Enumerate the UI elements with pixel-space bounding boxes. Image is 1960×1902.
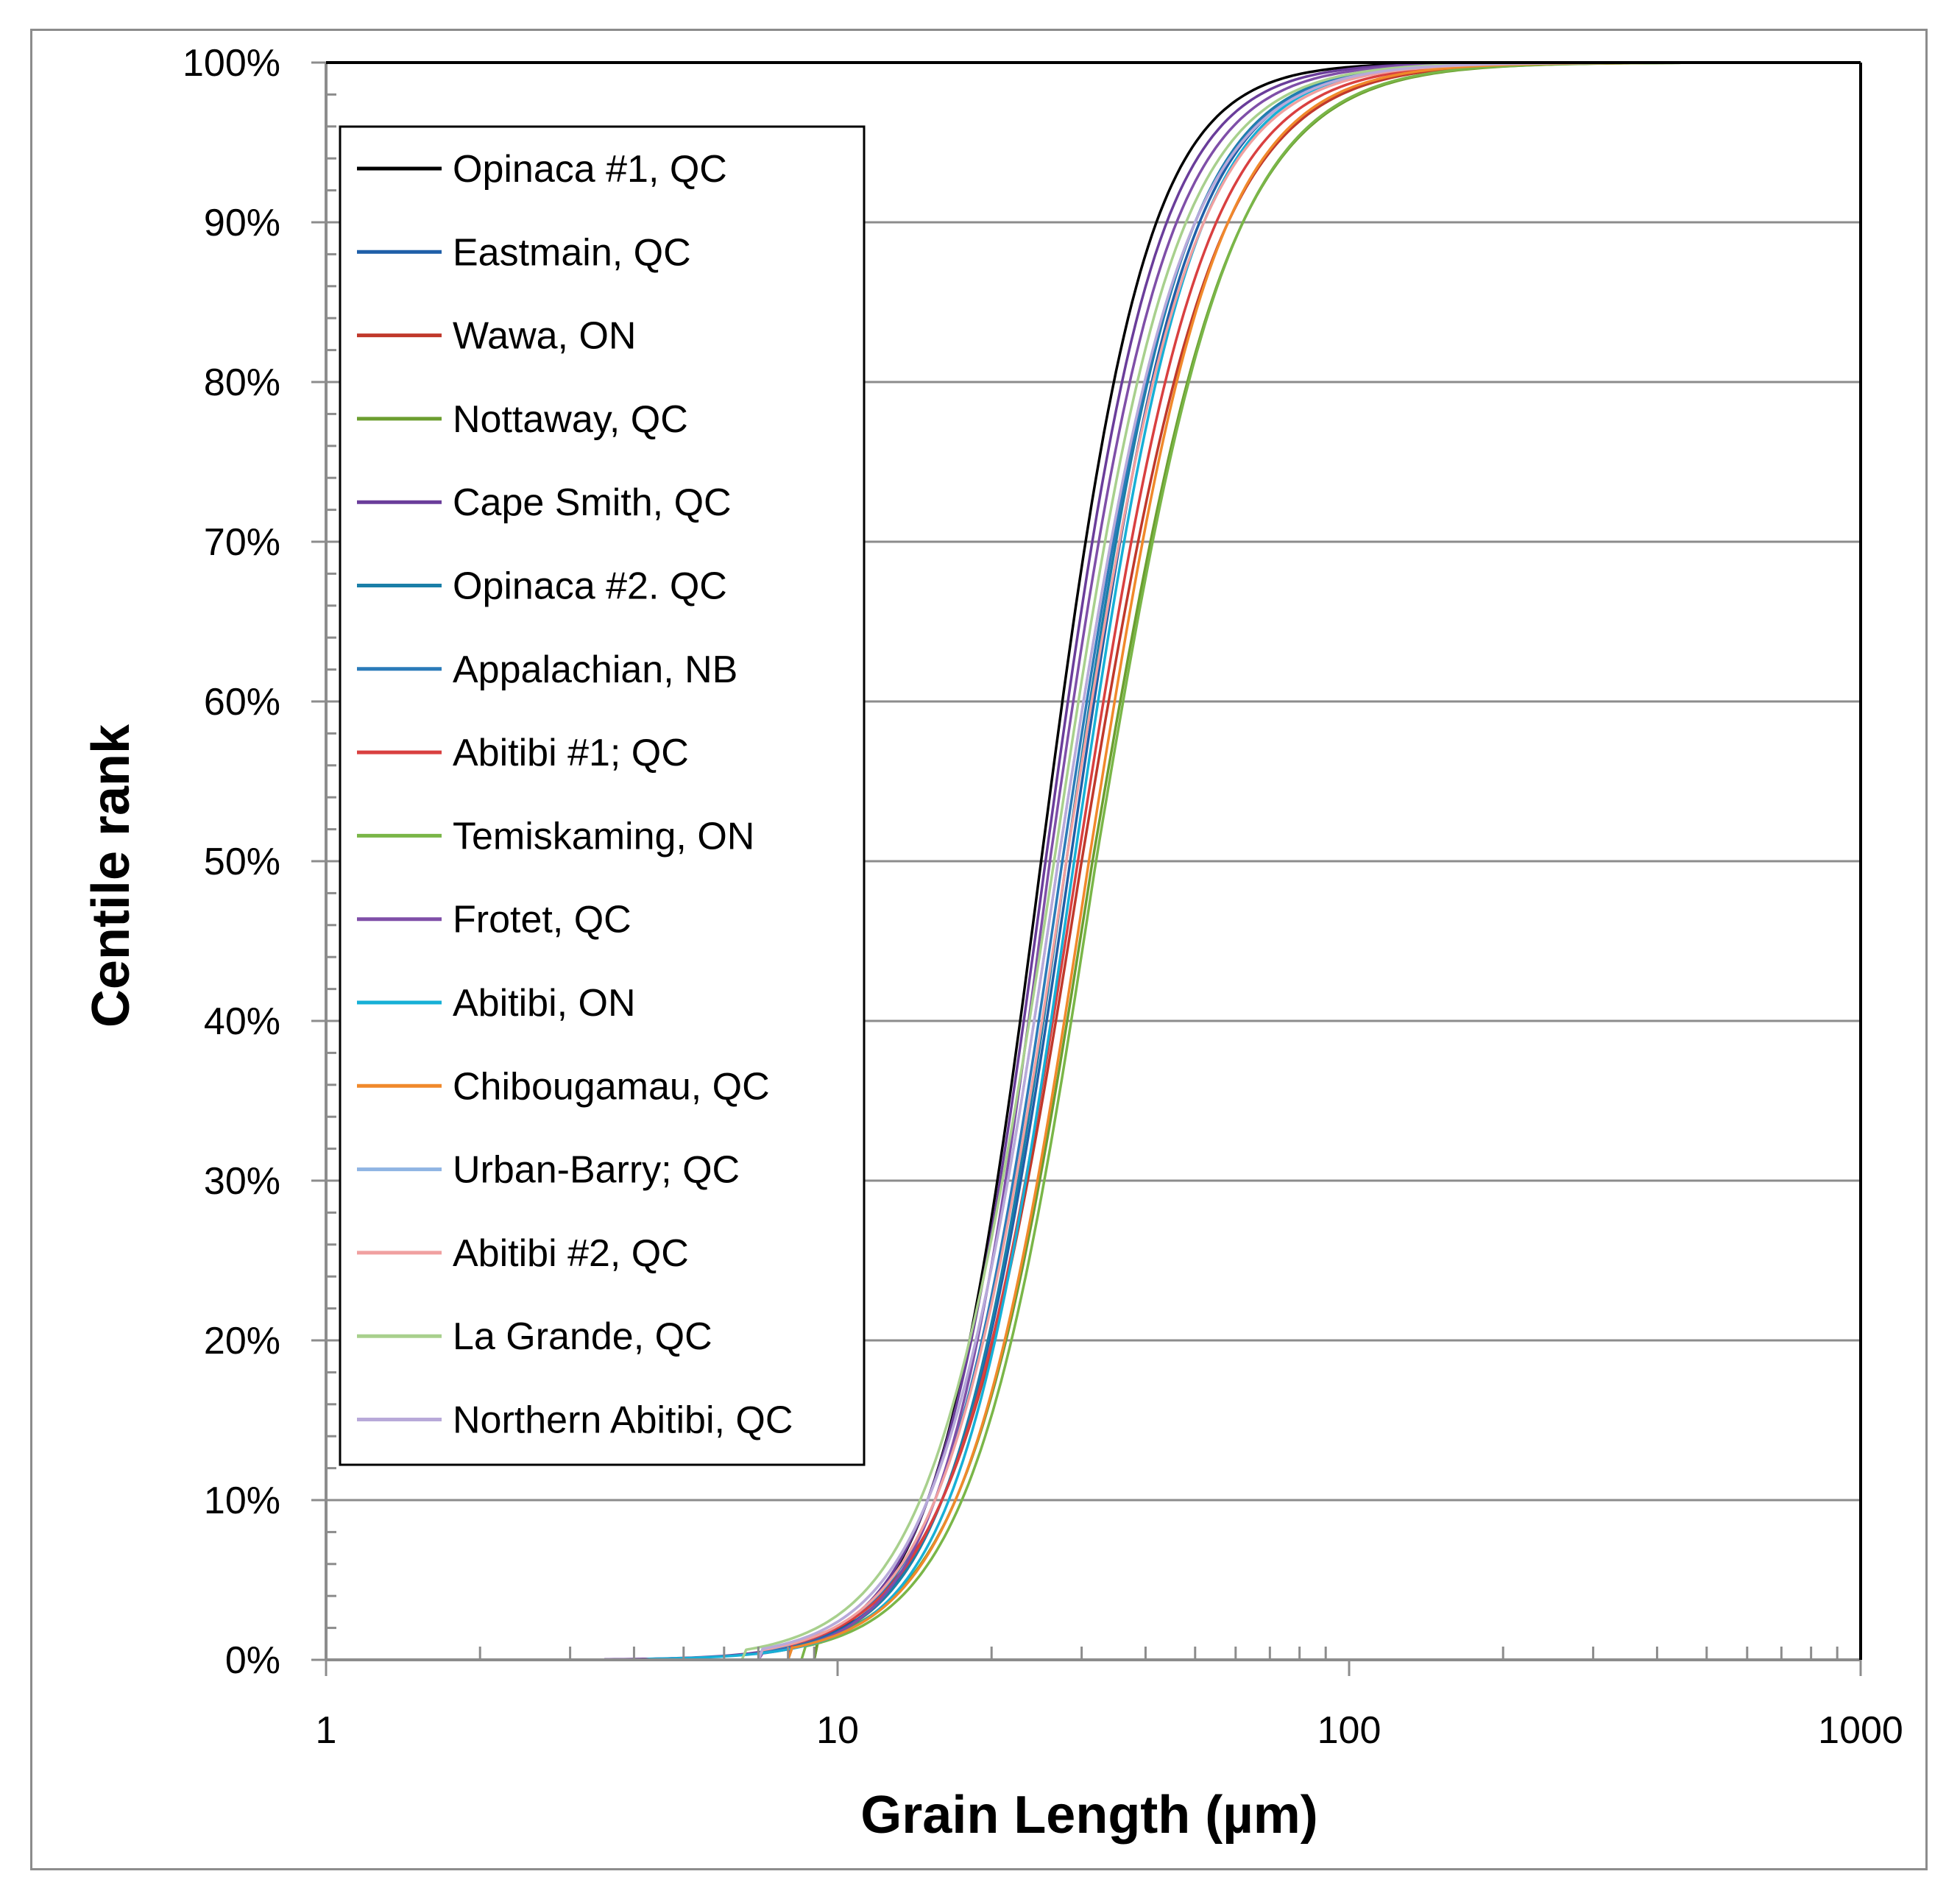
legend-label: Chibougamau, QC <box>453 1065 770 1108</box>
x-tick-label: 10 <box>816 1709 859 1752</box>
legend-label: Nottaway, QC <box>453 398 688 441</box>
y-tick-label: 0% <box>225 1639 280 1682</box>
y-tick-label: 50% <box>204 841 280 883</box>
y-tick-label: 80% <box>204 361 280 404</box>
legend-label: Cape Smith, QC <box>453 481 732 524</box>
y-tick-label: 90% <box>204 202 280 244</box>
y-tick-label: 20% <box>204 1320 280 1362</box>
x-tick-labels: 1 10 100 1000 <box>316 1709 1903 1752</box>
x-tick-label: 1000 <box>1818 1709 1903 1752</box>
y-tick-label: 60% <box>204 681 280 724</box>
legend-label: Wawa, ON <box>453 315 636 358</box>
legend-label: Northern Abitibi, QC <box>453 1399 793 1442</box>
legend-label: Abitibi, ON <box>453 982 636 1025</box>
y-tick-label: 30% <box>204 1160 280 1203</box>
legend-label: Abitibi #2, QC <box>453 1232 689 1275</box>
y-tick-label: 10% <box>204 1479 280 1522</box>
y-tick-label: 40% <box>204 1000 280 1043</box>
legend-label: Temiskaming, ON <box>453 815 754 858</box>
y-tick-label: 100% <box>183 42 280 85</box>
legend-label: Opinaca #1, QC <box>453 148 727 191</box>
legend-label: Eastmain, QC <box>453 231 691 274</box>
x-axis-title: Grain Length (µm) <box>860 1786 1317 1845</box>
legend-label: Appalachian, NB <box>453 648 737 691</box>
x-tick-label: 100 <box>1317 1709 1381 1752</box>
legend-label: Abitibi #1; QC <box>453 732 689 774</box>
legend-label: Urban-Barry; QC <box>453 1149 740 1192</box>
y-tick-labels: 0% 10% 20% 30% 40% 50% 60% 70% 80% 90% 100% <box>183 42 280 1682</box>
y-axis-title: Centile rank <box>82 724 141 1028</box>
x-tick-label: 1 <box>316 1709 337 1752</box>
legend: Opinaca #1, QC Eastmain, QC Wawa, ON Nottaw… <box>339 125 866 1466</box>
axes <box>311 61 1862 1676</box>
legend-label: Opinaca #2. QC <box>453 565 727 608</box>
legend-label: La Grande, QC <box>453 1315 712 1358</box>
y-tick-label: 70% <box>204 521 280 564</box>
legend-label: Frotet, QC <box>453 899 631 941</box>
legend-box <box>339 125 866 1466</box>
